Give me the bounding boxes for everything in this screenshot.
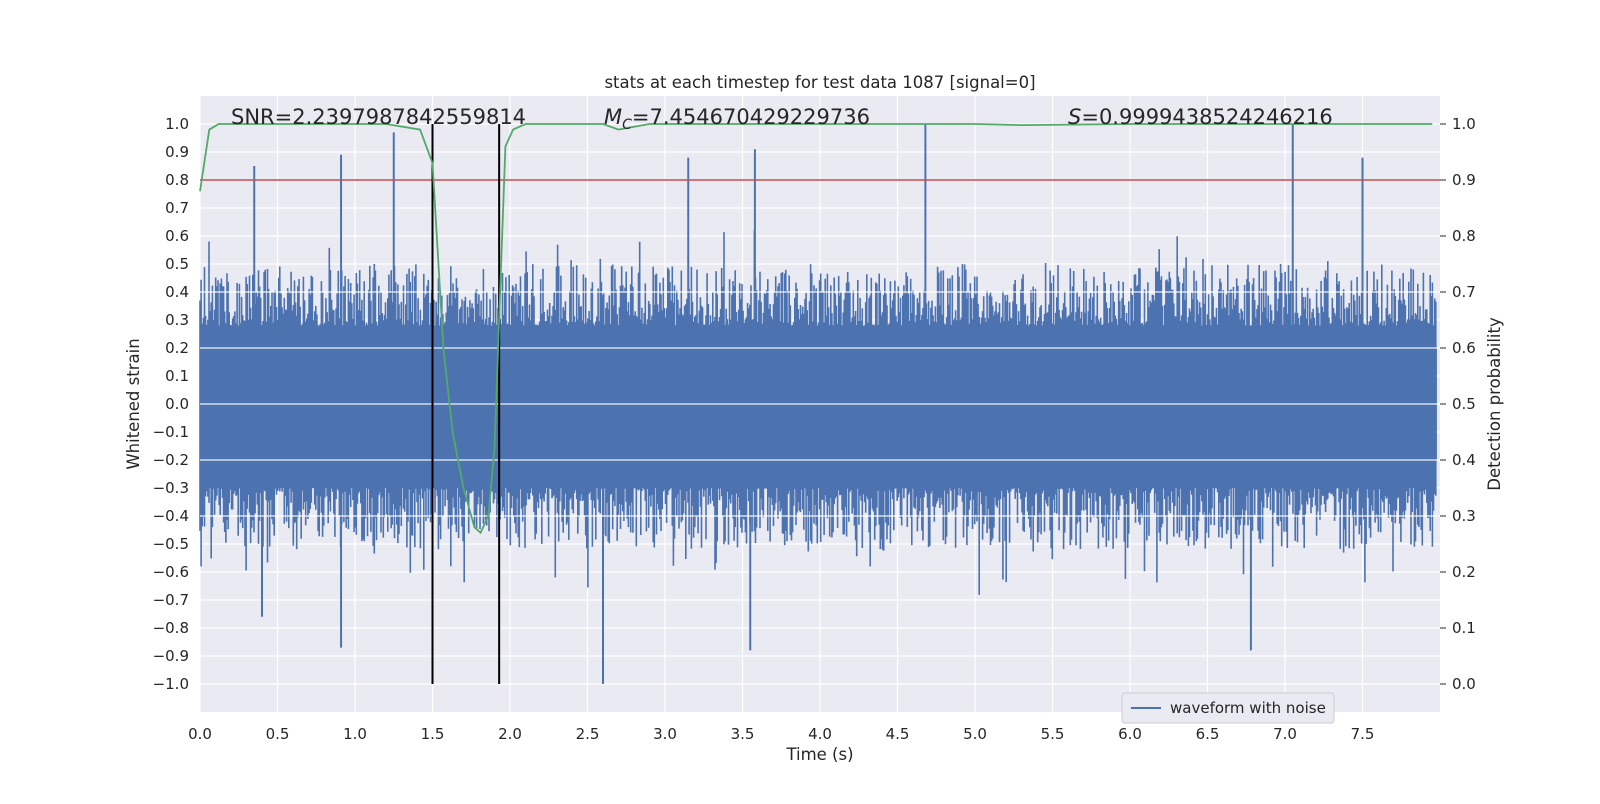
y-right-tick-label: 0.4 [1452, 451, 1476, 469]
x-tick-label: 3.0 [653, 725, 677, 743]
y-right-tick-label: 0.2 [1452, 563, 1476, 581]
waveform-series [199, 124, 1440, 684]
x-tick-label: 1.0 [343, 725, 367, 743]
x-tick-label: 2.0 [498, 725, 522, 743]
x-tick-label: 6.0 [1118, 725, 1142, 743]
y-right-tick-label: 0.1 [1452, 619, 1476, 637]
x-tick-label: 2.5 [576, 725, 600, 743]
y-tick-label: 0.9 [165, 143, 189, 161]
y-tick-label: −1.0 [153, 675, 189, 693]
x-tick-label: 1.5 [421, 725, 445, 743]
s-annotation: S=0.9999438524246216 [1068, 105, 1333, 129]
y-right-tick-label: 0.7 [1452, 283, 1476, 301]
x-tick-label: 4.5 [886, 725, 910, 743]
chirp-mass-annotation: MC=7.454670429229736 [604, 105, 870, 133]
x-tick-label: 3.5 [731, 725, 755, 743]
legend: waveform with noise [1121, 692, 1335, 724]
y-tick-label: −0.6 [153, 563, 189, 581]
detection-probability-line [199, 123, 1433, 535]
y-tick-label: 0.0 [165, 395, 189, 413]
overlay-lines [199, 123, 1440, 684]
x-tick-label: 5.5 [1041, 725, 1065, 743]
y-tick-label: −0.5 [153, 535, 189, 553]
y-tick-label: 1.0 [165, 115, 189, 133]
y-axis-label: Whitened strain [124, 338, 143, 469]
s-value: =0.9999438524246216 [1081, 105, 1332, 129]
y-tick-label: 0.4 [165, 283, 189, 301]
y-tick-label: −0.8 [153, 619, 189, 637]
legend-label-waveform: waveform with noise [1170, 699, 1326, 717]
x-tick-label: 6.5 [1196, 725, 1220, 743]
y-tick-label: −0.7 [153, 591, 189, 609]
y-tick-label: −0.9 [153, 647, 189, 665]
chart-title: stats at each timestep for test data 108… [604, 73, 1035, 92]
y-tick-label: 0.1 [165, 367, 189, 385]
x-tick-label: 7.0 [1273, 725, 1297, 743]
y-right-tick-label: 0.3 [1452, 507, 1476, 525]
x-tick-label: 7.5 [1351, 725, 1375, 743]
y-right-tick-label: 0.0 [1452, 675, 1476, 693]
chirp-mass-subscript: C [622, 117, 632, 133]
y-tick-label: 0.2 [165, 339, 189, 357]
y-tick-label: 0.8 [165, 171, 189, 189]
x-axis-label: Time (s) [785, 745, 853, 764]
y-tick-label: 0.6 [165, 227, 189, 245]
y-tick-label: −0.3 [153, 479, 189, 497]
y-tick-label: 0.3 [165, 311, 189, 329]
y-tick-label: 0.7 [165, 199, 189, 217]
y-right-tick-label: 0.5 [1452, 395, 1476, 413]
legend-box [1121, 692, 1335, 724]
y-right-tick-label: 0.8 [1452, 227, 1476, 245]
y-right-tick-label: 0.9 [1452, 171, 1476, 189]
y-right-tick-label: 0.6 [1452, 339, 1476, 357]
x-tick-label: 0.0 [188, 725, 212, 743]
chirp-mass-value: =7.454670429229736 [632, 105, 870, 129]
s-symbol: S [1068, 105, 1081, 129]
tick-labels: 0.0 0.5 1.0 1.5 2.0 2.5 3.0 3.5 4.0 4.5 5.0 5.5 6.0 6… [153, 115, 1476, 743]
y-tick-label: −0.4 [153, 507, 189, 525]
snr-annotation: SNR=2.2397987842559814 [231, 105, 526, 129]
y-right-tick-label: 1.0 [1452, 115, 1476, 133]
y-tick-label: −0.2 [153, 451, 189, 469]
y-right-axis-label: Detection probability [1485, 317, 1504, 491]
y-tick-label: −0.1 [153, 423, 189, 441]
chirp-mass-symbol: M [604, 105, 622, 129]
y-tick-label: 0.5 [165, 255, 189, 273]
x-tick-label: 5.0 [963, 725, 987, 743]
x-tick-label: 4.0 [808, 725, 832, 743]
x-tick-label: 0.5 [266, 725, 290, 743]
